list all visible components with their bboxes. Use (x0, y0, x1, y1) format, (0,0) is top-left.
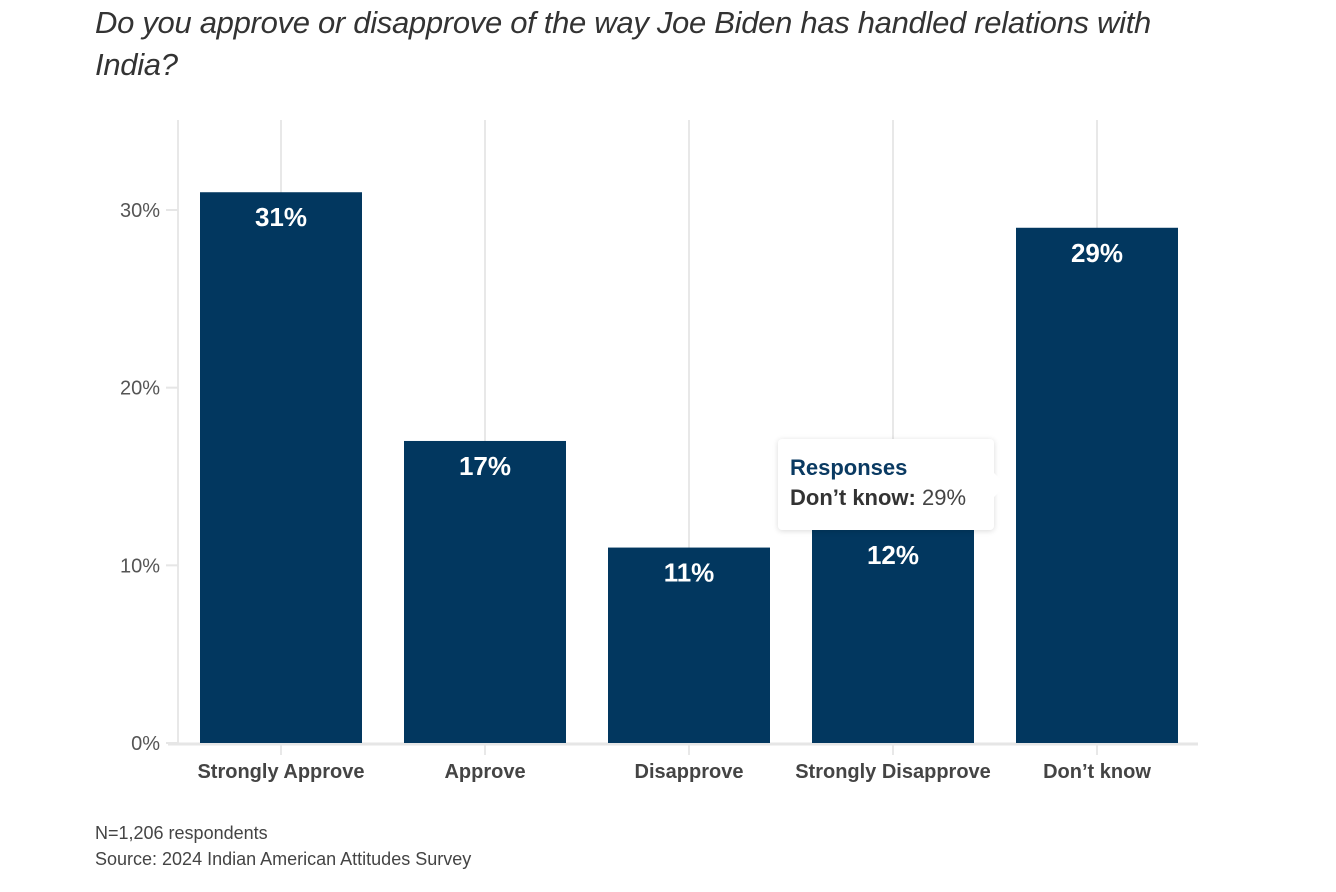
sample-size-note: N=1,206 respondents (95, 823, 268, 843)
bar[interactable] (404, 440, 566, 743)
bar[interactable] (200, 192, 362, 743)
axes (168, 120, 1198, 746)
source-note: Source: 2024 Indian American Attitudes S… (95, 849, 472, 869)
tooltip-value: 29% (922, 485, 967, 510)
data-label: 31% (255, 202, 307, 232)
data-label: 17% (459, 451, 511, 481)
chart-footer: N=1,206 respondents Source: 2024 Indian … (95, 820, 471, 872)
tooltip-title: Responses (790, 455, 908, 480)
tooltip-row: Don’t know: 29% (790, 483, 982, 513)
bar[interactable] (608, 547, 770, 743)
data-label: 11% (664, 558, 715, 588)
x-tick-label: Strongly Approve (197, 761, 364, 783)
y-tick-label: 0% (131, 733, 160, 755)
tooltip-category: Don’t know: (790, 485, 916, 510)
x-tick-label: Disapprove (635, 761, 744, 783)
x-tick-label: Don’t know (1043, 761, 1151, 783)
data-label: 12% (867, 540, 919, 570)
bar[interactable] (812, 529, 974, 743)
y-tick-label: 20% (120, 378, 160, 400)
data-labels: 31% 17% 11% 12% 29% (255, 202, 1123, 587)
y-tick-label: 10% (120, 555, 160, 577)
bar[interactable] (1016, 227, 1178, 743)
tooltip: Responses Don’t know: 29% (778, 439, 1006, 530)
x-tick-label: Approve (444, 761, 525, 783)
x-tick-label: Strongly Disapprove (795, 761, 991, 783)
chart-title: Do you approve or disapprove of the way … (95, 5, 1151, 82)
x-axis-ticks: Strongly Approve Approve Disapprove Strongl… (197, 761, 1151, 783)
y-tick-label: 30% (120, 200, 160, 222)
data-label: 29% (1071, 238, 1123, 268)
bars (200, 192, 1178, 743)
y-axis-ticks: 0% 10% 20% 30% (120, 200, 178, 755)
